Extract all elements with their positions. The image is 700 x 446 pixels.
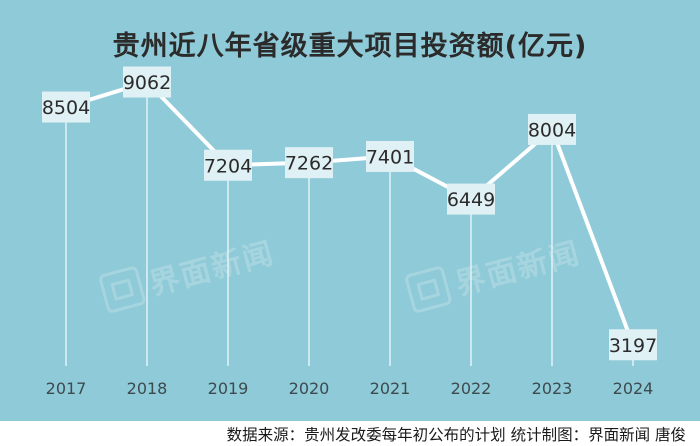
data-label-box	[42, 91, 90, 123]
data-label-box	[123, 66, 171, 98]
data-label: 7262	[285, 153, 333, 175]
data-label: 7204	[204, 155, 252, 177]
x-tick-label: 2018	[127, 379, 168, 398]
data-label-box	[447, 183, 495, 215]
data-label-box	[204, 149, 252, 181]
data-label: 8504	[42, 97, 90, 119]
data-label: 3197	[609, 335, 657, 357]
footer-source: 数据来源：贵州发改委每年初公布的计划 统计制图：界面新闻 唐俊	[226, 426, 686, 444]
x-tick-label: 2020	[289, 379, 330, 398]
data-label: 9062	[123, 72, 171, 94]
data-label-box	[285, 147, 333, 179]
data-label-box	[366, 140, 414, 172]
x-tick-label: 2019	[208, 379, 249, 398]
data-label: 7401	[366, 146, 414, 168]
data-label-box	[528, 113, 576, 145]
chart-title: 贵州近八年省级重大项目投资额(亿元)	[112, 31, 588, 62]
data-label-box	[609, 329, 657, 361]
data-label: 8004	[528, 119, 576, 141]
x-tick-label: 2023	[532, 379, 573, 398]
data-label: 6449	[447, 189, 495, 211]
x-tick-label: 2022	[451, 379, 492, 398]
x-tick-label: 2024	[613, 379, 654, 398]
chart-panel: 贵州近八年省级重大项目投资额(亿元) 界面新闻 界面新闻 8504 9062 720…	[0, 0, 700, 421]
x-tick-label: 2017	[46, 379, 87, 398]
x-tick-label: 2021	[370, 379, 411, 398]
line-chart: 8504 9062 7204 7262 7401 6449 8004 3197 2017 2018…	[42, 66, 657, 398]
